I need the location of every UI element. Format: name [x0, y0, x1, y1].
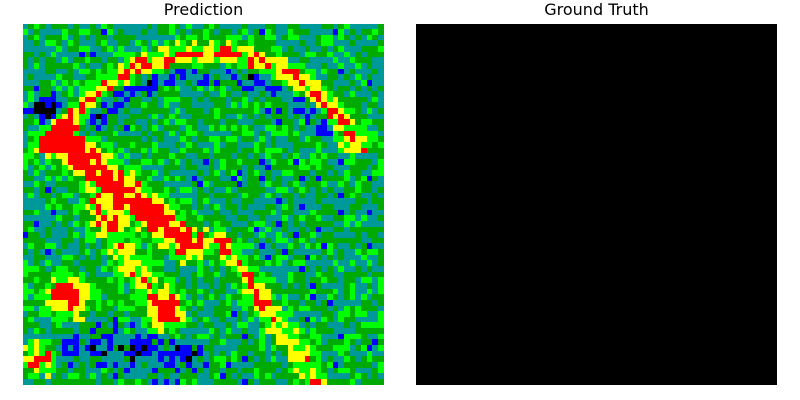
prediction-title: Prediction: [163, 0, 244, 19]
ground-truth-title: Ground Truth: [544, 0, 649, 19]
prediction-heatmap: [23, 24, 384, 385]
ground-truth-image: [416, 24, 777, 385]
